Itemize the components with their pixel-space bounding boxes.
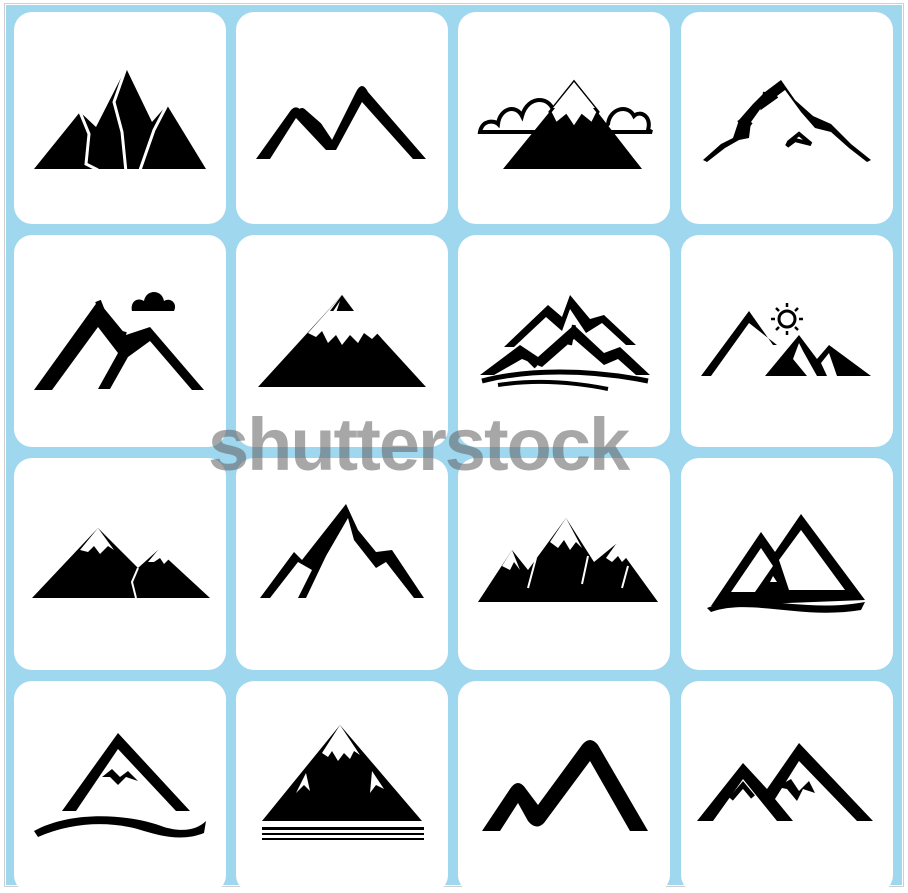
snowy-range-icon	[32, 528, 210, 599]
tile-4	[681, 12, 893, 224]
peaks-icon	[34, 67, 206, 173]
snowy-summit-icon	[262, 725, 424, 840]
jagged-range-icon	[478, 518, 658, 602]
double-peak-outline-icon	[697, 743, 873, 821]
tile-15	[458, 681, 670, 893]
mountain-wave-icon	[34, 733, 206, 838]
tile-7	[458, 235, 670, 447]
mountain-cloud-icon	[34, 292, 204, 390]
tile-5	[14, 235, 226, 447]
image-frame	[4, 3, 904, 887]
tile-13	[14, 681, 226, 893]
tile-6	[236, 235, 448, 447]
wavy-peaks-icon	[482, 740, 648, 831]
tile-1	[14, 12, 226, 224]
tile-14	[236, 681, 448, 893]
twin-peaks-outline-icon	[256, 86, 426, 159]
tile-3	[458, 12, 670, 224]
tile-12	[681, 458, 893, 670]
tile-16	[681, 681, 893, 893]
tile-11	[458, 458, 670, 670]
tile-9	[14, 458, 226, 670]
layered-mountains-icon	[480, 295, 650, 391]
rocky-ridge-icon	[703, 80, 871, 162]
snowy-peak-icon	[258, 295, 426, 387]
triangle-mountain-logo-icon	[707, 514, 865, 613]
spiky-peaks-icon	[260, 504, 424, 598]
tile-8	[681, 235, 893, 447]
watermark-text: shutterstock	[208, 403, 630, 486]
mountain-clouds-icon	[477, 79, 653, 169]
mountain-sun-icon	[701, 303, 871, 376]
tile-10	[236, 458, 448, 670]
tile-2	[236, 12, 448, 224]
